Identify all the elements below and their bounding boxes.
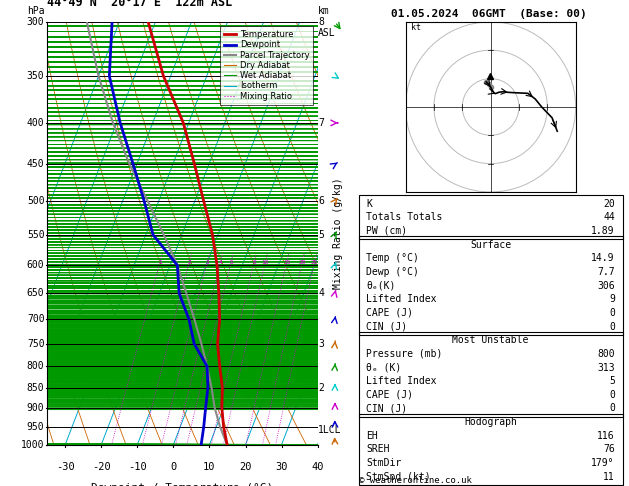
Text: 9: 9 <box>609 294 615 304</box>
Text: 76: 76 <box>603 444 615 454</box>
Text: 01.05.2024  06GMT  (Base: 00): 01.05.2024 06GMT (Base: 00) <box>391 9 587 19</box>
Text: Lifted Index: Lifted Index <box>367 376 437 386</box>
Text: CAPE (J): CAPE (J) <box>367 308 413 318</box>
Text: 7.7: 7.7 <box>597 267 615 277</box>
Text: Dewpoint / Temperature (°C): Dewpoint / Temperature (°C) <box>91 483 274 486</box>
Text: 450: 450 <box>27 159 45 169</box>
Text: 2: 2 <box>187 260 191 265</box>
Text: Lifted Index: Lifted Index <box>367 294 437 304</box>
Text: Mixing Ratio (g/kg): Mixing Ratio (g/kg) <box>333 177 343 289</box>
Text: 700: 700 <box>27 314 45 325</box>
Text: Hodograph: Hodograph <box>464 417 517 427</box>
Text: 800: 800 <box>597 349 615 359</box>
Text: 5: 5 <box>318 230 324 240</box>
Bar <box>359 195 623 239</box>
Text: kt: kt <box>411 23 421 33</box>
Text: 0: 0 <box>609 322 615 331</box>
Text: 900: 900 <box>27 403 45 413</box>
Text: 5: 5 <box>229 260 233 265</box>
Text: 6: 6 <box>318 196 324 206</box>
Text: EH: EH <box>367 431 378 441</box>
Text: 350: 350 <box>27 71 45 81</box>
Text: 0: 0 <box>170 462 177 471</box>
Text: 3: 3 <box>318 339 324 348</box>
Text: θₑ (K): θₑ (K) <box>367 363 402 372</box>
Text: 950: 950 <box>27 422 45 432</box>
Text: 20: 20 <box>239 462 252 471</box>
Text: 4: 4 <box>218 260 222 265</box>
Text: 400: 400 <box>27 118 45 128</box>
Text: 44: 44 <box>603 212 615 222</box>
Text: Surface: Surface <box>470 240 511 250</box>
Text: © weatheronline.co.uk: © weatheronline.co.uk <box>359 475 471 485</box>
Text: 20: 20 <box>603 199 615 208</box>
Text: 1.89: 1.89 <box>591 226 615 236</box>
Text: 1: 1 <box>158 260 162 265</box>
Text: 1000: 1000 <box>21 440 45 450</box>
Text: 0: 0 <box>609 390 615 400</box>
Text: 10: 10 <box>262 260 269 265</box>
Text: θₑ(K): θₑ(K) <box>367 280 396 291</box>
Text: K: K <box>367 199 372 208</box>
Text: CIN (J): CIN (J) <box>367 403 408 414</box>
Text: StmDir: StmDir <box>367 458 402 468</box>
Text: 4: 4 <box>318 288 324 298</box>
Text: 40: 40 <box>311 462 324 471</box>
Text: 3: 3 <box>205 260 209 265</box>
Text: Temp (°C): Temp (°C) <box>367 253 420 263</box>
Text: CIN (J): CIN (J) <box>367 322 408 331</box>
Text: 850: 850 <box>27 382 45 393</box>
Text: 300: 300 <box>27 17 45 27</box>
Bar <box>359 332 623 417</box>
Text: 25: 25 <box>311 260 318 265</box>
Text: Most Unstable: Most Unstable <box>452 335 529 345</box>
Text: 116: 116 <box>597 431 615 441</box>
Text: 650: 650 <box>27 288 45 298</box>
Text: 1LCL: 1LCL <box>318 425 342 435</box>
Bar <box>359 236 623 335</box>
Text: StmSpd (kt): StmSpd (kt) <box>367 472 431 482</box>
Text: 306: 306 <box>597 280 615 291</box>
Text: 11: 11 <box>603 472 615 482</box>
Text: 5: 5 <box>609 376 615 386</box>
Text: CAPE (J): CAPE (J) <box>367 390 413 400</box>
Text: 30: 30 <box>276 462 288 471</box>
Text: 2: 2 <box>318 382 324 393</box>
Text: -20: -20 <box>92 462 111 471</box>
Text: 8: 8 <box>252 260 256 265</box>
Text: 500: 500 <box>27 196 45 206</box>
Text: SREH: SREH <box>367 444 390 454</box>
Text: Pressure (mb): Pressure (mb) <box>367 349 443 359</box>
Text: 7: 7 <box>318 118 324 128</box>
Text: 750: 750 <box>27 339 45 348</box>
Text: 179°: 179° <box>591 458 615 468</box>
Text: ASL: ASL <box>318 28 336 38</box>
Text: 800: 800 <box>27 361 45 371</box>
Text: km: km <box>318 5 330 16</box>
Text: 44°49'N  20°17'E  122m ASL: 44°49'N 20°17'E 122m ASL <box>47 0 233 9</box>
Text: 15: 15 <box>283 260 291 265</box>
Text: Dewp (°C): Dewp (°C) <box>367 267 420 277</box>
Text: hPa: hPa <box>27 5 45 16</box>
Text: -30: -30 <box>56 462 75 471</box>
Text: 0: 0 <box>609 308 615 318</box>
Text: 600: 600 <box>27 260 45 270</box>
Bar <box>359 414 623 485</box>
Text: 14.9: 14.9 <box>591 253 615 263</box>
Text: -10: -10 <box>128 462 147 471</box>
Text: 0: 0 <box>609 403 615 414</box>
Text: 20: 20 <box>298 260 306 265</box>
Text: 313: 313 <box>597 363 615 372</box>
Text: Totals Totals: Totals Totals <box>367 212 443 222</box>
Text: PW (cm): PW (cm) <box>367 226 408 236</box>
Text: 550: 550 <box>27 230 45 240</box>
Text: 10: 10 <box>203 462 216 471</box>
Legend: Temperature, Dewpoint, Parcel Trajectory, Dry Adiabat, Wet Adiabat, Isotherm, Mi: Temperature, Dewpoint, Parcel Trajectory… <box>220 26 313 105</box>
Text: 8: 8 <box>318 17 324 27</box>
